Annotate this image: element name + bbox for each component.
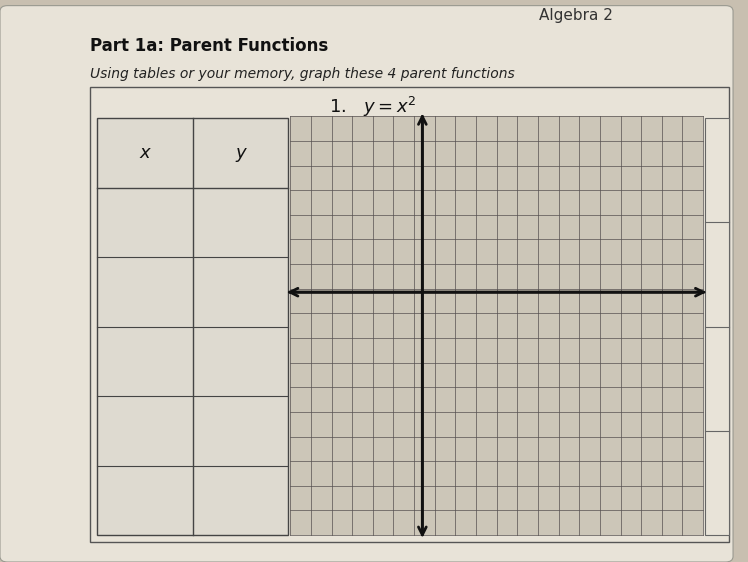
Bar [290, 116, 703, 535]
Bar [90, 87, 729, 542]
Text: y: y [235, 144, 245, 162]
Text: Using tables or your memory, graph these 4 parent functions: Using tables or your memory, graph these… [90, 67, 515, 81]
Text: x: x [140, 144, 150, 162]
Text: 1.   $y = x^2$: 1. $y = x^2$ [329, 94, 417, 119]
FancyBboxPatch shape [0, 6, 733, 562]
Bar [705, 118, 729, 535]
Text: Part 1a: Parent Functions: Part 1a: Parent Functions [90, 37, 328, 55]
Bar [97, 118, 288, 535]
Text: Algebra 2: Algebra 2 [539, 8, 613, 24]
